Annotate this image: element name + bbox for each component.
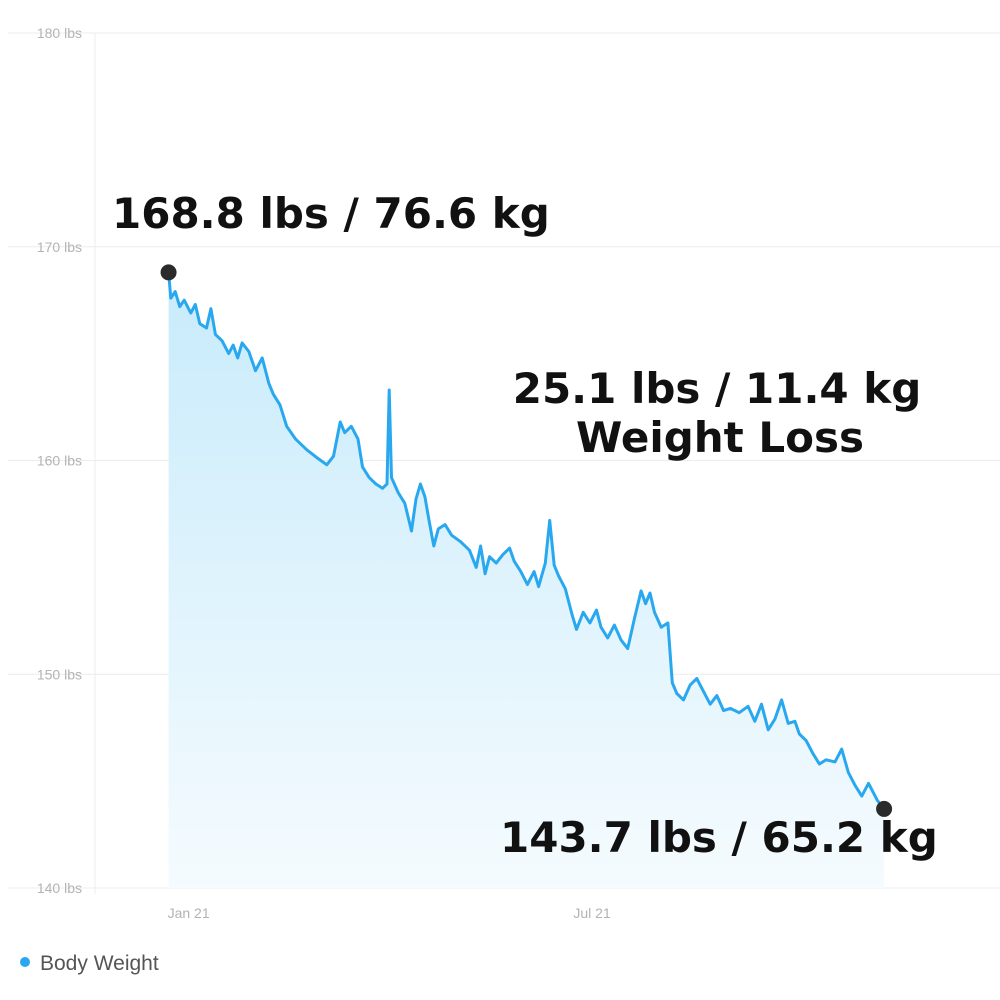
- weight-loss-label: Weight Loss: [576, 413, 864, 462]
- legend-marker: [20, 957, 30, 967]
- end-point-marker: [876, 800, 893, 817]
- end-annotation: 143.7 lbs / 65.2 kg: [500, 813, 938, 862]
- weight-loss-amount: 25.1 lbs / 11.4 kg: [513, 364, 922, 413]
- body-weight-area: [168, 272, 885, 888]
- x-tick-label: Jul 21: [573, 905, 611, 921]
- legend-label: Body Weight: [40, 952, 159, 975]
- y-tick-label: 150 lbs: [37, 666, 82, 682]
- y-tick-label: 170 lbs: [37, 239, 82, 255]
- start-point-marker: [160, 264, 177, 281]
- y-tick-label: 180 lbs: [37, 25, 82, 41]
- start-annotation: 168.8 lbs / 76.6 kg: [112, 189, 550, 238]
- x-tick-label: Jan 21: [168, 905, 210, 921]
- body-weight-line: [167, 270, 886, 811]
- y-tick-label: 160 lbs: [37, 453, 82, 469]
- y-tick-label: 140 lbs: [37, 880, 82, 896]
- legend: Body Weight: [20, 952, 159, 975]
